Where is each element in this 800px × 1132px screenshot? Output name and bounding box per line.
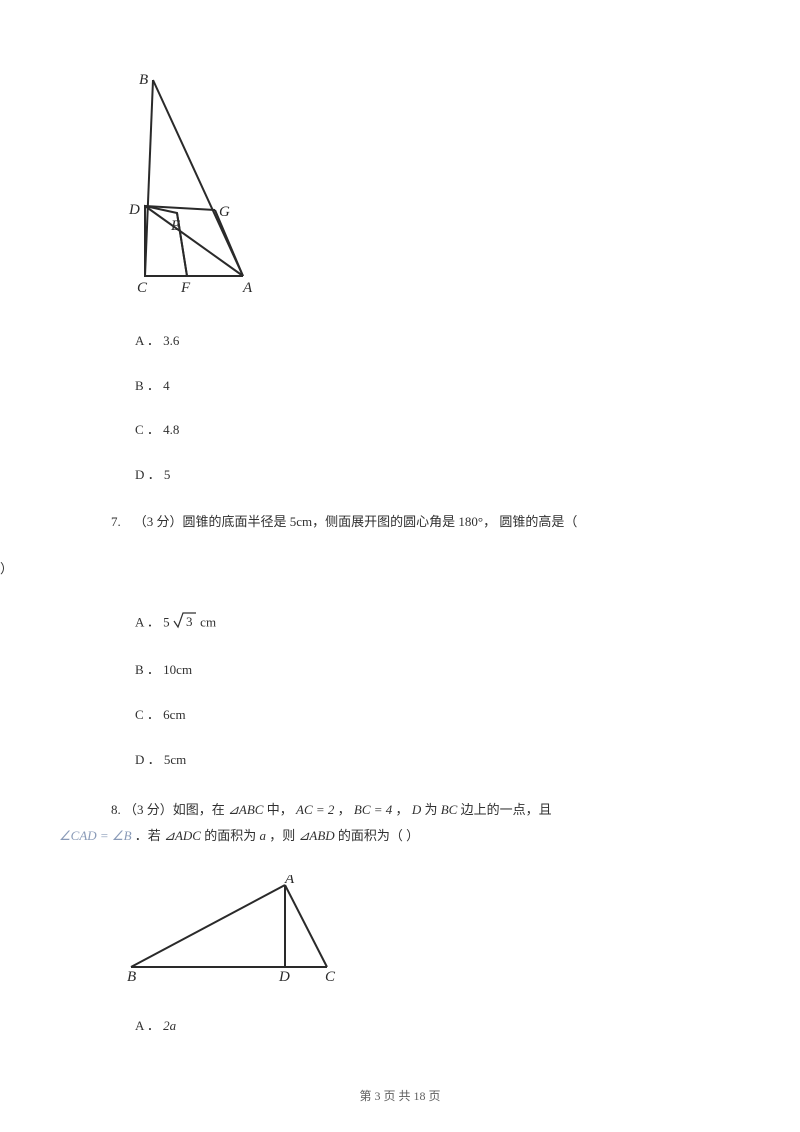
- q8-number: 8.: [111, 802, 121, 817]
- svg-text:C: C: [137, 280, 148, 296]
- q7-option-c: C ． 6cm: [135, 705, 715, 726]
- q8-text-d: ，: [392, 802, 412, 817]
- q6-c-value: 4.8: [163, 422, 179, 437]
- svg-text:A: A: [242, 280, 253, 296]
- q6-option-d: D ． 5: [135, 465, 715, 486]
- q7-option-d: D ． 5cm: [135, 750, 715, 771]
- svg-text:B: B: [139, 72, 148, 88]
- q6-b-value: 4: [163, 378, 170, 393]
- svg-text:E: E: [170, 218, 180, 234]
- q8-a-label: A ．: [135, 1018, 163, 1033]
- q7-b-value: 10cm: [163, 662, 192, 677]
- figure1-svg: B D E G C F A: [115, 70, 265, 300]
- question-8: 8. （3 分）如图，在 ⊿ABC 中， AC = 2 ， BC = 4 ， D…: [85, 797, 715, 849]
- q7-a-suffix: cm: [197, 614, 216, 629]
- svg-text:B: B: [127, 969, 136, 985]
- q7-points: （3 分）: [134, 514, 183, 529]
- q8-text-e: 为: [421, 802, 441, 817]
- q6-option-a: A ． 3.6: [135, 331, 715, 352]
- q8-text-b: 中，: [263, 802, 296, 817]
- sqrt-icon: 3: [173, 610, 197, 637]
- q8-eq2: BC = 4: [354, 802, 392, 817]
- figure-triangle-abc: A B D C: [125, 875, 715, 992]
- q8-a-value: 2a: [163, 1018, 176, 1033]
- page-footer: 第 3 页 共 18 页: [0, 1087, 800, 1106]
- q8-tri-abc: ⊿ABC: [228, 802, 263, 817]
- q7-close-paren: ）: [0, 559, 715, 580]
- q8-option-a: A ． 2a: [135, 1016, 715, 1037]
- q7-number: 7.: [111, 514, 121, 529]
- question-7: 7. （3 分）圆锥的底面半径是 5cm，侧面展开图的圆心角是 180°， 圆锥…: [85, 512, 715, 533]
- q8-line2-c: 的面积为: [201, 828, 260, 843]
- q8-options: A ． 2a: [135, 1016, 715, 1037]
- sqrt-svg: 3: [173, 610, 197, 630]
- q6-option-b: B ． 4: [135, 376, 715, 397]
- q7-c-value: 6cm: [163, 707, 185, 722]
- q6-option-c: C ． 4.8: [135, 420, 715, 441]
- svg-text:C: C: [325, 969, 336, 985]
- q7-a-prefix: A ． 5: [135, 614, 170, 629]
- q7-d-value: 5cm: [164, 752, 186, 767]
- q8-angle-eq: ∠CAD = ∠B: [59, 828, 132, 843]
- q6-options: A ． 3.6 B ． 4 C ． 4.8 D ． 5: [135, 331, 715, 486]
- sqrt-radicand: 3: [186, 614, 193, 629]
- q8-var-d: D: [412, 802, 421, 817]
- svg-text:D: D: [278, 969, 290, 985]
- figure-triangle-with-square: B D E G C F A: [115, 70, 715, 307]
- q8-var-bc: BC: [441, 802, 458, 817]
- q8-text-c: ，: [334, 802, 354, 817]
- q7-option-a: A ． 5 3 cm: [135, 610, 715, 637]
- q8-text-a: 如图，在: [173, 802, 228, 817]
- q8-tri-abd: ⊿ABD: [298, 828, 334, 843]
- figure2-svg: A B D C: [125, 875, 355, 985]
- svg-text:A: A: [284, 875, 295, 887]
- q8-points: （3 分）: [124, 802, 173, 817]
- q7-text: 圆锥的底面半径是 5cm，侧面展开图的圆心角是 180°， 圆锥的高是（: [183, 514, 578, 529]
- q6-a-value: 3.6: [163, 333, 179, 348]
- q6-d-value: 5: [164, 467, 171, 482]
- q7-option-b: B ． 10cm: [135, 660, 715, 681]
- q8-text-f: 边上的一点，且: [457, 802, 551, 817]
- q8-tri-adc: ⊿ADC: [164, 828, 201, 843]
- q8-line2-d: ，则: [266, 828, 299, 843]
- q7-options: A ． 5 3 cm B ． 10cm C ． 6cm D ． 5cm: [135, 610, 715, 771]
- q8-line2-e: 的面积为（ ）: [335, 828, 420, 843]
- q8-line2-b: ．若: [132, 828, 165, 843]
- svg-text:D: D: [128, 202, 140, 218]
- svg-text:G: G: [219, 204, 230, 220]
- svg-text:F: F: [180, 280, 191, 296]
- q8-eq1: AC = 2: [296, 802, 334, 817]
